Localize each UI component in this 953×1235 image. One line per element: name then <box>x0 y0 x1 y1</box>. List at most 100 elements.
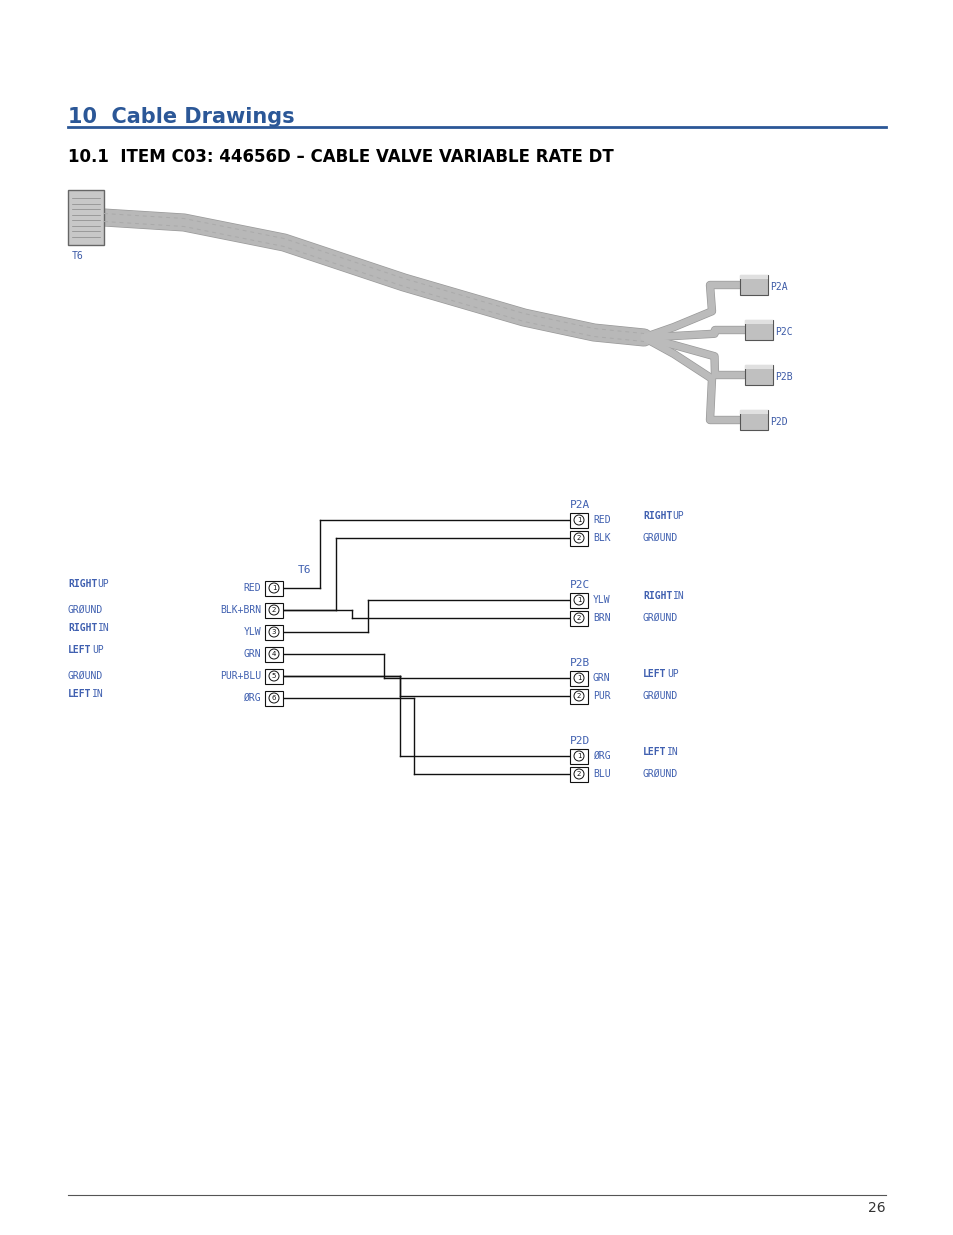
Bar <box>265 690 283 705</box>
Text: P2B: P2B <box>774 372 792 382</box>
Text: IN: IN <box>666 747 678 757</box>
Text: T6: T6 <box>71 251 84 261</box>
Text: UP: UP <box>91 645 104 655</box>
Text: P2D: P2D <box>769 417 787 427</box>
Text: UP: UP <box>666 669 678 679</box>
Bar <box>265 646 283 662</box>
Text: P2A: P2A <box>769 282 787 291</box>
Text: 3: 3 <box>272 629 276 635</box>
Text: RED: RED <box>593 515 610 525</box>
Text: 2: 2 <box>272 606 276 613</box>
Text: IN: IN <box>97 622 110 634</box>
Circle shape <box>574 751 583 761</box>
Text: GRN: GRN <box>243 650 261 659</box>
Text: 1: 1 <box>577 517 580 522</box>
Bar <box>569 671 587 685</box>
Bar <box>569 531 587 546</box>
Bar <box>569 767 587 782</box>
Text: RIGHT: RIGHT <box>642 511 672 521</box>
Text: P2D: P2D <box>569 736 590 746</box>
Text: BLK: BLK <box>593 534 610 543</box>
Text: ØRG: ØRG <box>243 693 261 703</box>
Text: LEFT: LEFT <box>68 689 91 699</box>
Circle shape <box>269 605 278 615</box>
Text: 1: 1 <box>577 597 580 603</box>
Bar <box>265 603 283 618</box>
Bar <box>744 366 772 369</box>
Text: 26: 26 <box>867 1200 885 1215</box>
Text: ØRG: ØRG <box>593 751 610 761</box>
Text: IN: IN <box>672 592 683 601</box>
Text: 2: 2 <box>577 771 580 777</box>
Text: IN: IN <box>91 689 104 699</box>
Circle shape <box>574 595 583 605</box>
Text: RIGHT: RIGHT <box>68 622 97 634</box>
Text: GRØUND: GRØUND <box>642 534 678 543</box>
Text: LEFT: LEFT <box>68 645 91 655</box>
Text: P2A: P2A <box>569 500 590 510</box>
Text: BLU: BLU <box>593 769 610 779</box>
Text: LEFT: LEFT <box>642 747 666 757</box>
Text: UP: UP <box>672 511 683 521</box>
Text: BRN: BRN <box>593 613 610 622</box>
Circle shape <box>574 534 583 543</box>
Bar <box>740 410 767 414</box>
Text: 2: 2 <box>577 535 580 541</box>
Text: 5: 5 <box>272 673 276 679</box>
Circle shape <box>269 627 278 637</box>
Text: BLK+BRN: BLK+BRN <box>219 605 261 615</box>
Text: RED: RED <box>243 583 261 593</box>
Text: GRN: GRN <box>593 673 610 683</box>
Text: GRØUND: GRØUND <box>642 769 678 779</box>
Circle shape <box>574 673 583 683</box>
Text: 2: 2 <box>577 693 580 699</box>
Text: 2: 2 <box>577 615 580 621</box>
Bar <box>744 320 772 324</box>
Text: YLW: YLW <box>593 595 610 605</box>
Bar <box>744 320 772 340</box>
Bar <box>265 580 283 595</box>
Text: 1: 1 <box>577 753 580 760</box>
Text: 10.1  ITEM C03: 44656D – CABLE VALVE VARIABLE RATE DT: 10.1 ITEM C03: 44656D – CABLE VALVE VARI… <box>68 148 613 165</box>
Text: PUR+BLU: PUR+BLU <box>219 671 261 680</box>
Text: GRØUND: GRØUND <box>68 671 103 680</box>
Text: 1: 1 <box>272 585 276 592</box>
Text: PUR: PUR <box>593 692 610 701</box>
Text: P2B: P2B <box>569 658 590 668</box>
Circle shape <box>574 515 583 525</box>
Circle shape <box>269 671 278 680</box>
Circle shape <box>574 692 583 701</box>
Circle shape <box>269 583 278 593</box>
Bar <box>569 610 587 625</box>
Circle shape <box>269 693 278 703</box>
Text: T6: T6 <box>298 564 312 576</box>
Text: 1: 1 <box>577 676 580 680</box>
Bar <box>68 190 104 245</box>
Bar <box>740 410 767 430</box>
Text: 4: 4 <box>272 651 276 657</box>
Text: UP: UP <box>97 579 110 589</box>
Bar <box>740 275 767 279</box>
Bar <box>569 593 587 608</box>
Bar <box>740 275 767 295</box>
Text: GRØUND: GRØUND <box>642 613 678 622</box>
Text: 10  Cable Drawings: 10 Cable Drawings <box>68 107 294 127</box>
Text: RIGHT: RIGHT <box>68 579 97 589</box>
Text: LEFT: LEFT <box>642 669 666 679</box>
Text: P2C: P2C <box>774 327 792 337</box>
Bar <box>265 625 283 640</box>
Text: GRØUND: GRØUND <box>642 692 678 701</box>
Bar <box>265 668 283 683</box>
Circle shape <box>574 769 583 779</box>
Bar <box>744 366 772 385</box>
Bar <box>569 513 587 527</box>
Text: GRØUND: GRØUND <box>68 605 103 615</box>
Circle shape <box>574 613 583 622</box>
Text: YLW: YLW <box>243 627 261 637</box>
Text: RIGHT: RIGHT <box>642 592 672 601</box>
Text: 6: 6 <box>272 695 276 701</box>
Text: P2C: P2C <box>569 580 590 590</box>
Circle shape <box>269 650 278 659</box>
Bar <box>569 748 587 763</box>
Bar <box>569 688 587 704</box>
